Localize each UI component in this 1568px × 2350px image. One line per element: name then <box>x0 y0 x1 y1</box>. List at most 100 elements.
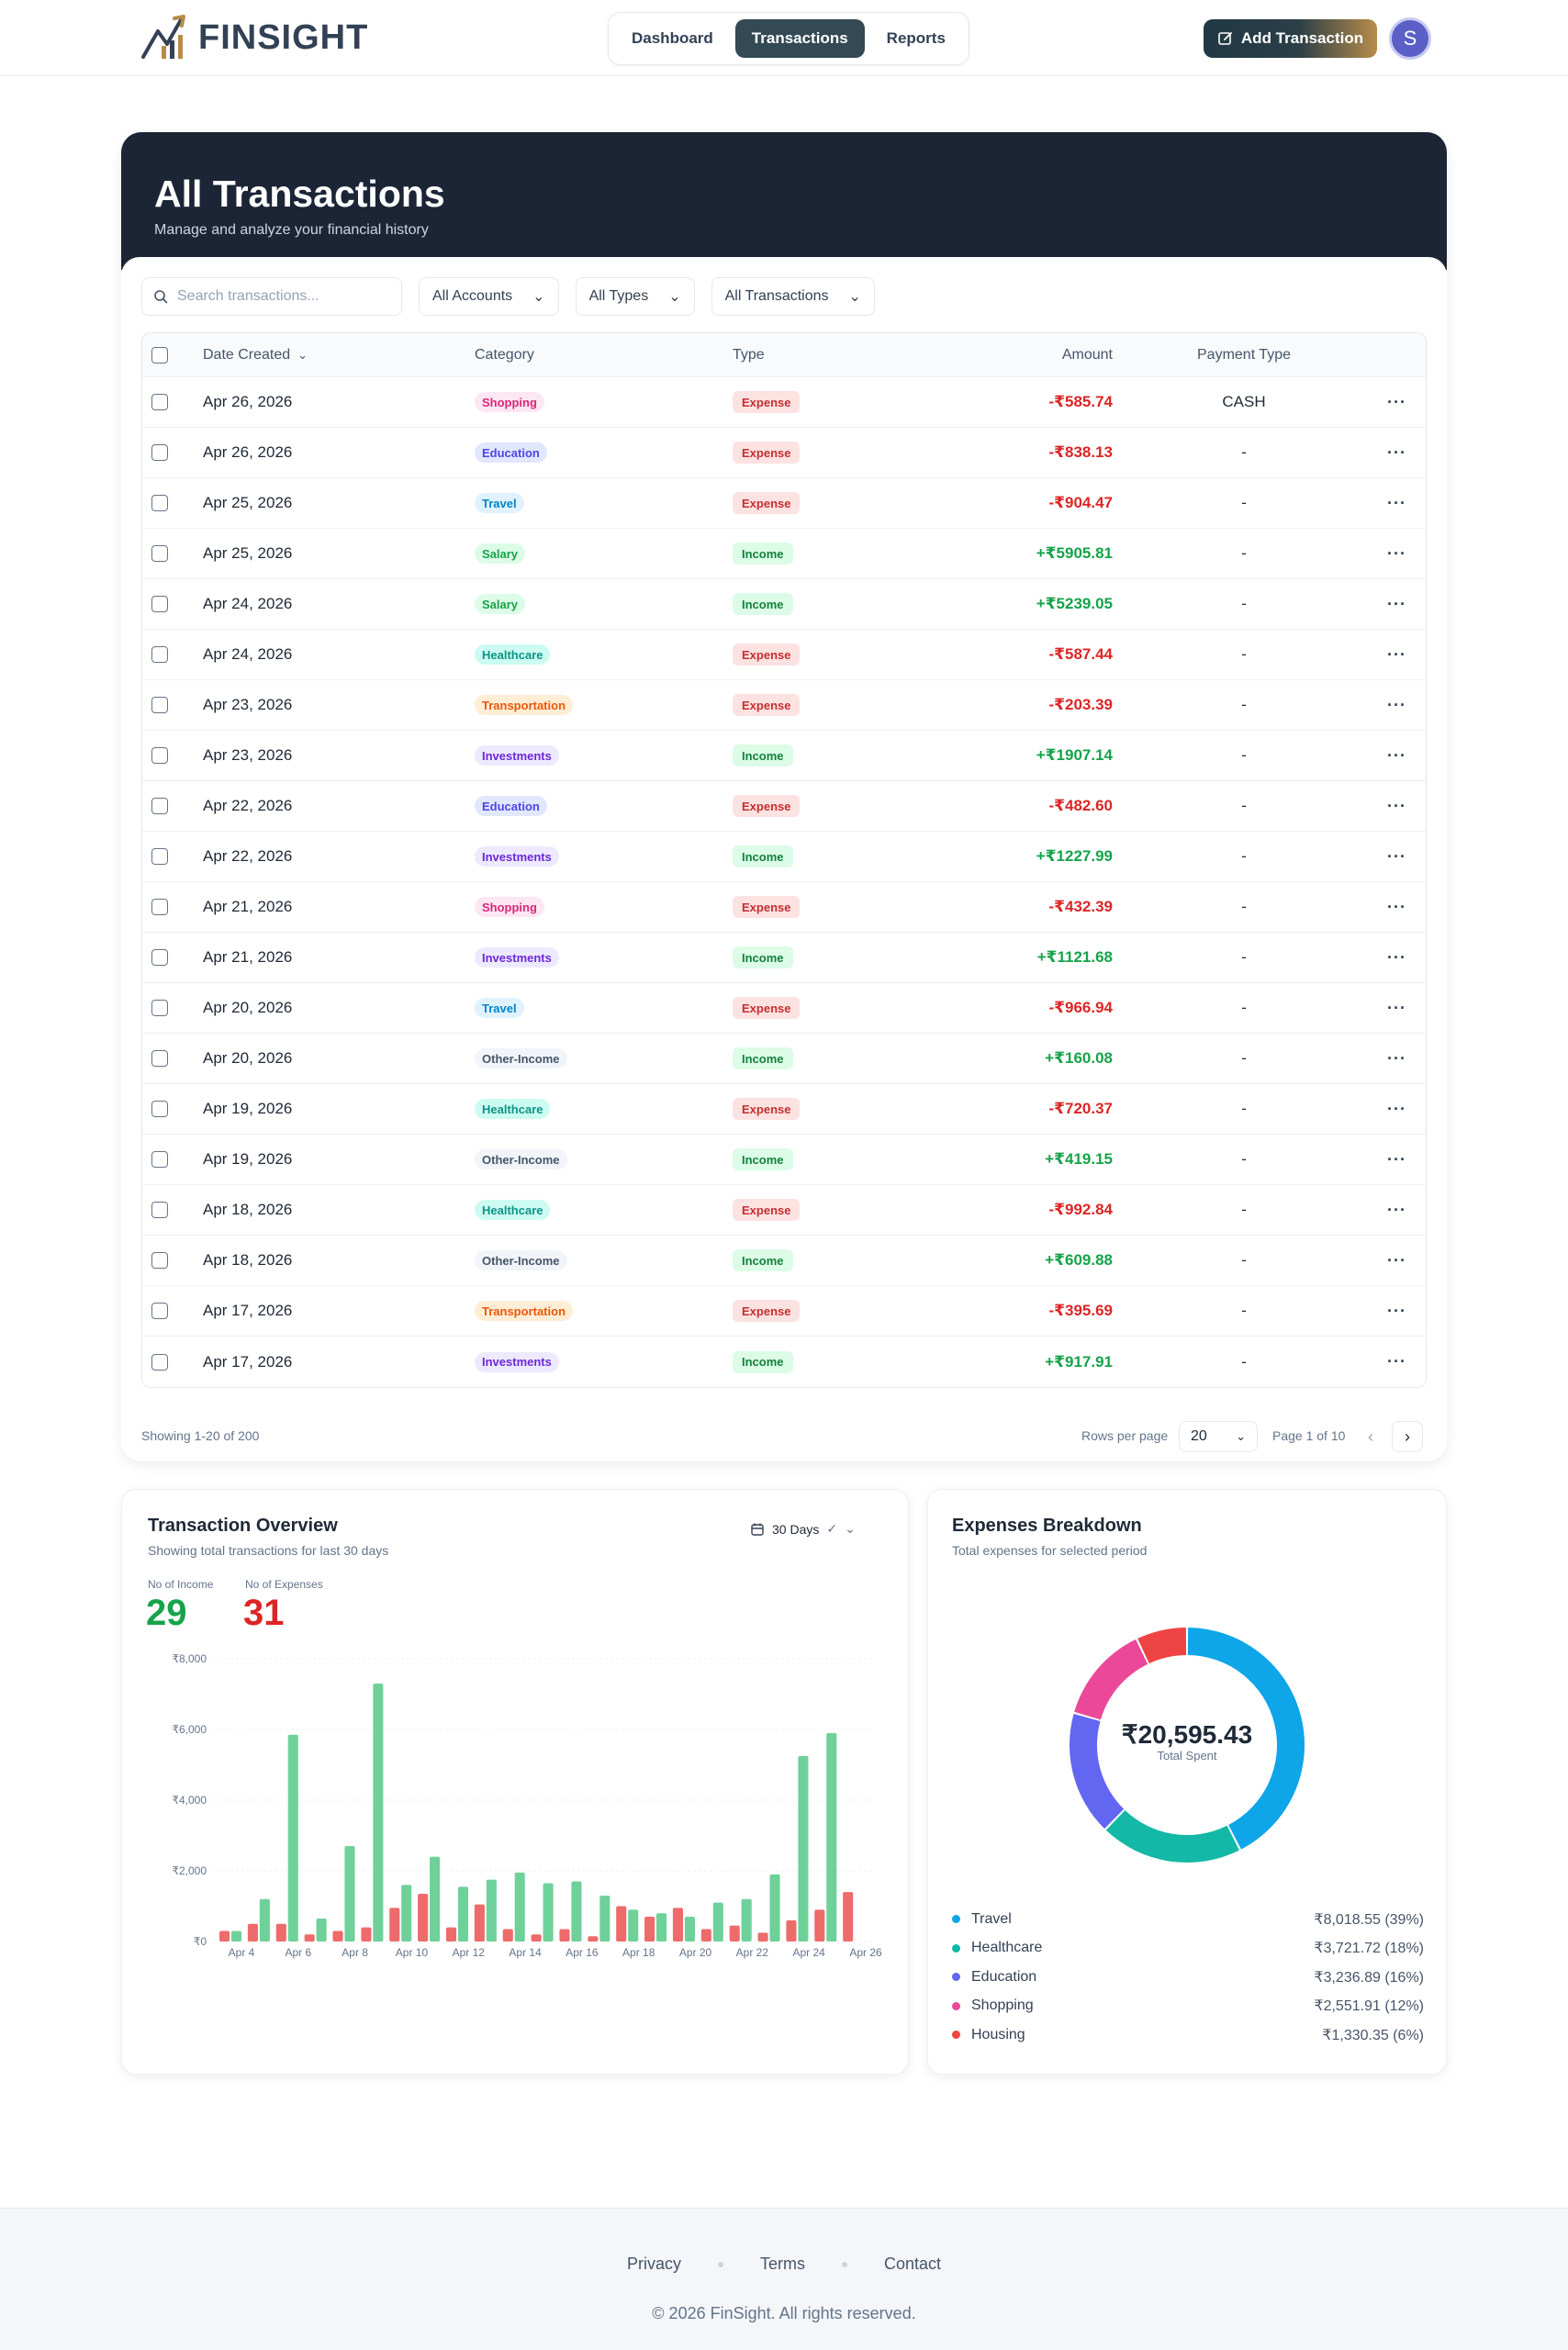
income-bar[interactable] <box>373 1683 384 1942</box>
expense-bar[interactable] <box>332 1930 343 1942</box>
expense-bar[interactable] <box>786 1919 797 1942</box>
footer-link-terms[interactable]: Terms <box>759 2255 805 2273</box>
donut-slice-education[interactable] <box>1070 1714 1125 1830</box>
footer-link-privacy[interactable]: Privacy <box>626 2255 681 2273</box>
types-select[interactable]: All Types ⌄ <box>575 277 695 316</box>
row-checkbox[interactable] <box>151 848 168 865</box>
expense-bar[interactable] <box>559 1929 570 1942</box>
more-options-icon[interactable]: ··· <box>1387 543 1406 563</box>
more-options-icon[interactable]: ··· <box>1387 1352 1406 1371</box>
expense-bar[interactable] <box>588 1936 599 1942</box>
row-checkbox[interactable] <box>151 444 168 461</box>
row-checkbox[interactable] <box>151 1353 168 1371</box>
expense-bar[interactable] <box>757 1932 768 1942</box>
row-checkbox[interactable] <box>151 545 168 562</box>
table-row[interactable]: Apr 23, 2026 Investments Income +₹1907.14 - ·… <box>142 731 1426 781</box>
income-bar[interactable] <box>543 1883 554 1942</box>
donut-slice-housing[interactable] <box>1137 1628 1187 1664</box>
more-options-icon[interactable]: ··· <box>1387 846 1406 866</box>
more-options-icon[interactable]: ··· <box>1387 1200 1406 1219</box>
income-bar[interactable] <box>259 1898 270 1942</box>
nav-reports[interactable]: Reports <box>886 29 946 47</box>
income-bar[interactable] <box>656 1913 667 1942</box>
donut-slice-travel[interactable] <box>1187 1628 1305 1850</box>
table-row[interactable]: Apr 21, 2026 Investments Income +₹1121.68 - ·… <box>142 933 1426 983</box>
donut-slice-healthcare[interactable] <box>1105 1809 1239 1863</box>
table-row[interactable]: Apr 17, 2026 Transportation Expense -₹395.6… <box>142 1286 1426 1337</box>
table-row[interactable]: Apr 24, 2026 Healthcare Expense -₹587.44 - ··… <box>142 630 1426 680</box>
accounts-select[interactable]: All Accounts ⌄ <box>419 277 559 316</box>
more-options-icon[interactable]: ··· <box>1387 1048 1406 1068</box>
more-options-icon[interactable]: ··· <box>1387 897 1406 916</box>
expense-bar[interactable] <box>389 1908 400 1942</box>
search-input[interactable]: Search transactions... <box>141 277 402 316</box>
income-bar[interactable] <box>457 1886 469 1942</box>
add-transaction-button[interactable]: Add Transaction <box>1204 19 1377 58</box>
income-bar[interactable] <box>826 1732 837 1942</box>
row-checkbox[interactable] <box>151 1252 168 1269</box>
range-select[interactable]: 30 Days ✓ ⌄ <box>750 1521 856 1537</box>
row-checkbox[interactable] <box>151 1303 168 1319</box>
table-row[interactable]: Apr 22, 2026 Education Expense -₹482.60 - ··· <box>142 781 1426 832</box>
expense-bar[interactable] <box>700 1929 711 1942</box>
expense-bar[interactable] <box>502 1929 513 1942</box>
nav-dashboard[interactable]: Dashboard <box>632 29 713 47</box>
expense-bar[interactable] <box>445 1927 457 1942</box>
expense-bar[interactable] <box>247 1923 258 1942</box>
more-options-icon[interactable]: ··· <box>1387 796 1406 815</box>
row-checkbox[interactable] <box>151 697 168 713</box>
more-options-icon[interactable]: ··· <box>1387 392 1406 411</box>
row-checkbox[interactable] <box>151 747 168 764</box>
sort-date-header[interactable]: Date Created ⌄ <box>203 333 308 376</box>
row-checkbox[interactable] <box>151 1151 168 1168</box>
brand-logo[interactable]: FINSIGHT <box>138 13 368 62</box>
row-checkbox[interactable] <box>151 949 168 966</box>
row-checkbox[interactable] <box>151 1050 168 1067</box>
more-options-icon[interactable]: ··· <box>1387 947 1406 967</box>
select-all-checkbox[interactable] <box>151 346 168 364</box>
more-options-icon[interactable]: ··· <box>1387 1250 1406 1270</box>
table-row[interactable]: Apr 22, 2026 Investments Income +₹1227.99 - ·… <box>142 832 1426 882</box>
income-bar[interactable] <box>628 1909 639 1942</box>
income-bar[interactable] <box>599 1895 610 1942</box>
table-row[interactable]: Apr 23, 2026 Transportation Expense -₹203.3… <box>142 680 1426 731</box>
row-checkbox[interactable] <box>151 798 168 814</box>
income-bar[interactable] <box>712 1902 723 1942</box>
avatar[interactable]: S <box>1389 17 1431 60</box>
table-row[interactable]: Apr 26, 2026 Shopping Expense -₹585.74 CASH ·… <box>142 377 1426 428</box>
table-row[interactable]: Apr 18, 2026 Other-Income Income +₹609.88 - ·… <box>142 1236 1426 1286</box>
expense-bar[interactable] <box>418 1894 429 1942</box>
row-checkbox[interactable] <box>151 646 168 663</box>
more-options-icon[interactable]: ··· <box>1387 594 1406 613</box>
table-row[interactable]: Apr 25, 2026 Travel Expense -₹904.47 - ··· <box>142 478 1426 529</box>
table-row[interactable]: Apr 21, 2026 Shopping Expense -₹432.39 - ··· <box>142 882 1426 933</box>
income-bar[interactable] <box>741 1898 752 1942</box>
more-options-icon[interactable]: ··· <box>1387 695 1406 714</box>
expense-bar[interactable] <box>219 1930 230 1942</box>
row-checkbox[interactable] <box>151 899 168 915</box>
income-bar[interactable] <box>769 1874 780 1942</box>
income-bar[interactable] <box>430 1856 441 1942</box>
table-row[interactable]: Apr 24, 2026 Salary Income +₹5239.05 - ··· <box>142 579 1426 630</box>
table-row[interactable]: Apr 18, 2026 Healthcare Expense -₹992.84 - ··… <box>142 1185 1426 1236</box>
transactions-select[interactable]: All Transactions ⌄ <box>711 277 875 316</box>
table-row[interactable]: Apr 25, 2026 Salary Income +₹5905.81 - ··· <box>142 529 1426 579</box>
table-row[interactable]: Apr 19, 2026 Healthcare Expense -₹720.37 - ··… <box>142 1084 1426 1135</box>
nav-transactions[interactable]: Transactions <box>734 19 865 58</box>
income-bar[interactable] <box>401 1885 412 1942</box>
expense-bar[interactable] <box>729 1925 740 1942</box>
table-row[interactable]: Apr 20, 2026 Other-Income Income +₹160.08 - ·… <box>142 1034 1426 1084</box>
expense-bar[interactable] <box>644 1917 655 1942</box>
expense-bar[interactable] <box>474 1904 485 1942</box>
income-bar[interactable] <box>514 1872 525 1942</box>
expense-bar[interactable] <box>843 1892 854 1942</box>
more-options-icon[interactable]: ··· <box>1387 1149 1406 1169</box>
income-bar[interactable] <box>486 1879 497 1942</box>
donut-slice-shopping[interactable] <box>1074 1639 1148 1720</box>
prev-page-button[interactable]: ‹ <box>1355 1421 1386 1452</box>
expense-bar[interactable] <box>275 1923 286 1942</box>
table-row[interactable]: Apr 19, 2026 Other-Income Income +₹419.15 - ·… <box>142 1135 1426 1185</box>
more-options-icon[interactable]: ··· <box>1387 442 1406 462</box>
income-bar[interactable] <box>316 1918 327 1942</box>
next-page-button[interactable]: › <box>1392 1421 1423 1452</box>
